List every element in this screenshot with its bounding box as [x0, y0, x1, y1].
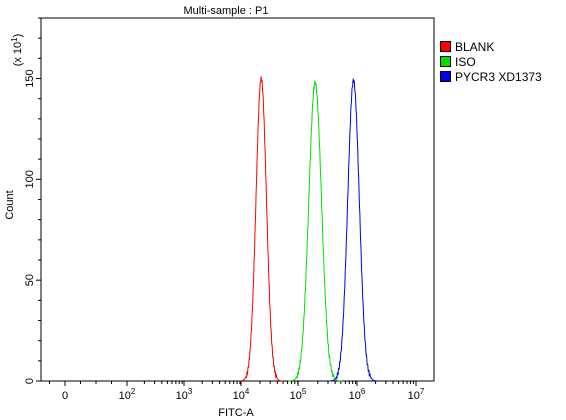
legend-item: PYCR3 XD1373: [440, 69, 542, 84]
series-line-blank: [239, 76, 284, 382]
x-tick-label: 103: [176, 387, 193, 402]
y-tick-label: 0: [24, 378, 36, 384]
series-curves: [239, 76, 378, 382]
y-tick-label: 100: [24, 170, 36, 188]
legend-item: ISO: [440, 54, 542, 69]
chart-title: Multi-sample : P1: [184, 5, 269, 17]
y-tick-label: 50: [24, 274, 36, 286]
x-axis-label: FITC-A: [218, 407, 254, 419]
legend-label: ISO: [455, 54, 476, 69]
x-tick-label: 106: [349, 387, 366, 402]
legend-swatch: [440, 41, 451, 52]
plot-frame: [40, 17, 435, 382]
legend-label: PYCR3 XD1373: [455, 69, 542, 84]
x-tick-label: 105: [290, 387, 307, 402]
y-axis-label: Count: [4, 190, 16, 219]
legend: BLANK ISO PYCR3 XD1373: [440, 39, 542, 84]
x-tick-label: 107: [408, 387, 425, 402]
svg-text:(x 101): (x 101): [10, 34, 24, 67]
series-line-iso: [288, 80, 342, 382]
y-multiplier-label: (x 101): [10, 34, 24, 67]
x-tick-label: 104: [233, 387, 250, 402]
y-axis: 0 50 100 150: [24, 17, 41, 384]
x-tick-label: 0: [62, 390, 68, 402]
y-tick-label: 150: [24, 69, 36, 87]
legend-swatch: [440, 71, 451, 82]
legend-item: BLANK: [440, 39, 542, 54]
series-line-pycr3-xd1373: [329, 78, 378, 382]
legend-label: BLANK: [455, 39, 495, 54]
legend-swatch: [440, 56, 451, 67]
x-axis: 0 102 103 104 105 106 107: [49, 381, 425, 402]
x-tick-label: 102: [119, 387, 136, 402]
